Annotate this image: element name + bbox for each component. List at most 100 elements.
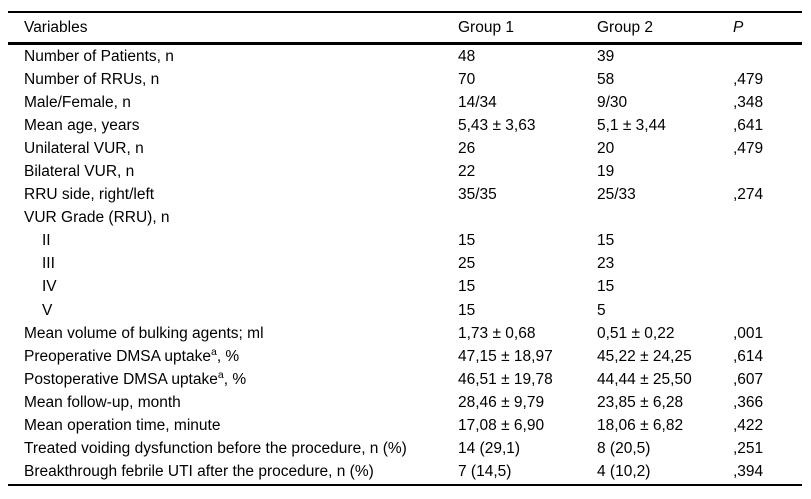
row-label-text: RRU side, right/left [24,186,155,204]
cell-group1: 17,08 ± 6,90 [458,417,545,435]
column-header-group1: Group 1 [458,18,515,36]
row-label: II [8,232,458,250]
cell-p: ,394 [733,463,764,481]
cell-p: ,001 [733,324,764,342]
cell-group1: 47,15 ± 18,97 [458,347,553,365]
cell-group2: 8 (20,5) [597,440,651,458]
row-label-sup: a [210,347,217,358]
row-label-text: Mean volume of bulking agents; ml [24,324,264,342]
cell-group1: 35/35 [458,186,497,204]
cell-group1: 48 [458,47,476,65]
row-label: Number of Patients, n [8,48,458,66]
cell-group2: 18,06 ± 6,82 [597,417,684,435]
row-label-text: Postoperative DMSA uptake [24,370,218,388]
cell-group2: 20 [597,139,615,157]
row-label-text: Mean operation time, minute [24,417,221,435]
row-label-text: IV [42,278,57,296]
cell-p: ,479 [733,70,764,88]
row-label-text: Unilateral VUR, n [24,139,144,157]
table-row: Mean volume of bulking agents; ml 1,73 ±… [8,322,802,345]
table-row: Number of Patients, n 48 39 [8,45,802,68]
row-label: V [8,302,458,320]
table-row: VUR Grade (RRU), n [8,207,802,230]
cell-group2: 23,85 ± 6,28 [597,393,684,411]
row-label: VUR Grade (RRU), n [8,209,458,227]
table-row: RRU side, right/left 35/35 25/33 ,274 [8,184,802,207]
table-row: Treated voiding dysfunction before the p… [8,438,802,461]
table-row: Postoperative DMSA uptakea, % 46,51 ± 19… [8,368,802,391]
row-label-text: Number of RRUs, n [24,70,160,88]
cell-group1: 28,46 ± 9,79 [458,393,545,411]
table-row: Breakthrough febrile UTI after the proce… [8,461,802,484]
cell-group2: 19 [597,163,615,181]
comparison-table: Variables Group 1 Group 2 P Number of Pa… [8,11,802,486]
cell-group1: 22 [458,163,476,181]
cell-group1: 70 [458,70,476,88]
cell-group2: 23 [597,255,615,273]
row-label: IV [8,278,458,296]
cell-group2: 9/30 [597,93,628,111]
cell-group2: 45,22 ± 24,25 [597,347,692,365]
column-header-variables: Variables [24,18,88,36]
cell-group1: 46,51 ± 19,78 [458,370,553,388]
row-label: Mean follow-up, month [8,394,458,412]
row-label-text: Breakthrough febrile UTI after the proce… [24,463,374,481]
row-label-suffix: , % [216,347,240,365]
cell-group1: 26 [458,139,476,157]
table-row: IV 15 15 [8,276,802,299]
table-row: Mean follow-up, month 28,46 ± 9,79 23,85… [8,391,802,414]
cell-group2: 58 [597,70,615,88]
cell-group2: 5,1 ± 3,44 [597,116,666,134]
table-row: III 25 23 [8,253,802,276]
row-label-text: III [42,255,55,273]
table-row: II 15 15 [8,230,802,253]
cell-group2: 0,51 ± 0,22 [597,324,675,342]
cell-group2: 44,44 ± 25,50 [597,370,692,388]
cell-p: ,366 [733,393,764,411]
table-row: Mean age, years 5,43 ± 3,63 5,1 ± 3,44 ,… [8,114,802,137]
row-label: Male/Female, n [8,94,458,112]
row-label-suffix: , % [223,370,247,388]
row-label: Mean age, years [8,117,458,135]
row-label-text: Mean age, years [24,116,140,134]
row-label-text: Preoperative DMSA uptake [24,347,211,365]
row-label: Breakthrough febrile UTI after the proce… [8,463,458,481]
row-label: Mean operation time, minute [8,417,458,435]
table-body: Number of Patients, n 48 39 Number of RR… [8,45,802,484]
cell-group1: 14/34 [458,93,497,111]
row-label: RRU side, right/left [8,186,458,204]
cell-group1: 14 (29,1) [458,440,521,458]
cell-group1: 5,43 ± 3,63 [458,116,536,134]
table-row: Bilateral VUR, n 22 19 [8,160,802,183]
row-label: Mean volume of bulking agents; ml [8,325,458,343]
row-label: Postoperative DMSA uptakea, % [8,371,458,389]
cell-group1: 25 [458,255,476,273]
cell-group2: 15 [597,232,615,250]
cell-group1: 15 [458,278,476,296]
cell-p: ,614 [733,347,764,365]
cell-p: ,422 [733,417,764,435]
table-row: Male/Female, n 14/34 9/30 ,348 [8,91,802,114]
row-label-text: Bilateral VUR, n [24,163,135,181]
table-row: Preoperative DMSA uptakea, % 47,15 ± 18,… [8,345,802,368]
table-header-row: Variables Group 1 Group 2 P [8,13,802,45]
table-row: V 15 5 [8,299,802,322]
table-row: Mean operation time, minute 17,08 ± 6,90… [8,415,802,438]
table-row: Unilateral VUR, n 26 20 ,479 [8,137,802,160]
row-label-text: II [42,232,51,250]
row-label: Unilateral VUR, n [8,140,458,158]
cell-p: ,641 [733,116,764,134]
cell-group2: 15 [597,278,615,296]
column-header-p: P [733,18,744,36]
row-label: Treated voiding dysfunction before the p… [8,440,458,458]
cell-p: ,251 [733,440,764,458]
cell-p: ,479 [733,139,764,157]
column-header-group2: Group 2 [597,18,654,36]
cell-p: ,274 [733,186,764,204]
row-label: Preoperative DMSA uptakea, % [8,348,458,366]
cell-group2: 4 (10,2) [597,463,651,481]
cell-group2: 5 [597,301,606,319]
cell-group2: 25/33 [597,186,636,204]
cell-group1: 15 [458,301,476,319]
